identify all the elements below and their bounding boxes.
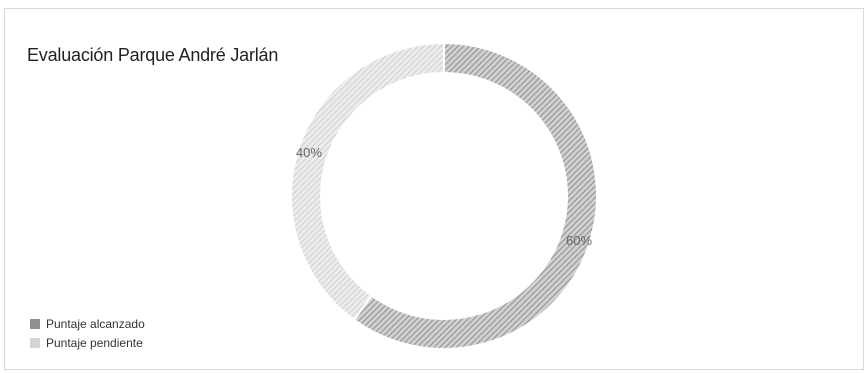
data-label-puntaje-alcanzado: 60% [566, 233, 592, 248]
legend-item-puntaje-alcanzado: Puntaje alcanzado [30, 314, 145, 333]
data-label-puntaje-pendiente: 40% [296, 145, 322, 160]
slice-puntaje-alcanzado [352, 41, 598, 350]
legend-swatch-alcanzado [30, 318, 40, 329]
legend-label-pendiente: Puntaje pendiente [46, 335, 143, 350]
chart-title: Evaluación Parque André Jarlán [27, 45, 279, 65]
legend-label-alcanzado: Puntaje alcanzado [46, 316, 145, 331]
legend: Puntaje alcanzado Puntaje pendiente [30, 314, 145, 352]
slice-puntaje-pendiente [290, 41, 445, 322]
legend-item-puntaje-pendiente: Puntaje pendiente [30, 333, 145, 352]
legend-swatch-pendiente [30, 337, 40, 348]
